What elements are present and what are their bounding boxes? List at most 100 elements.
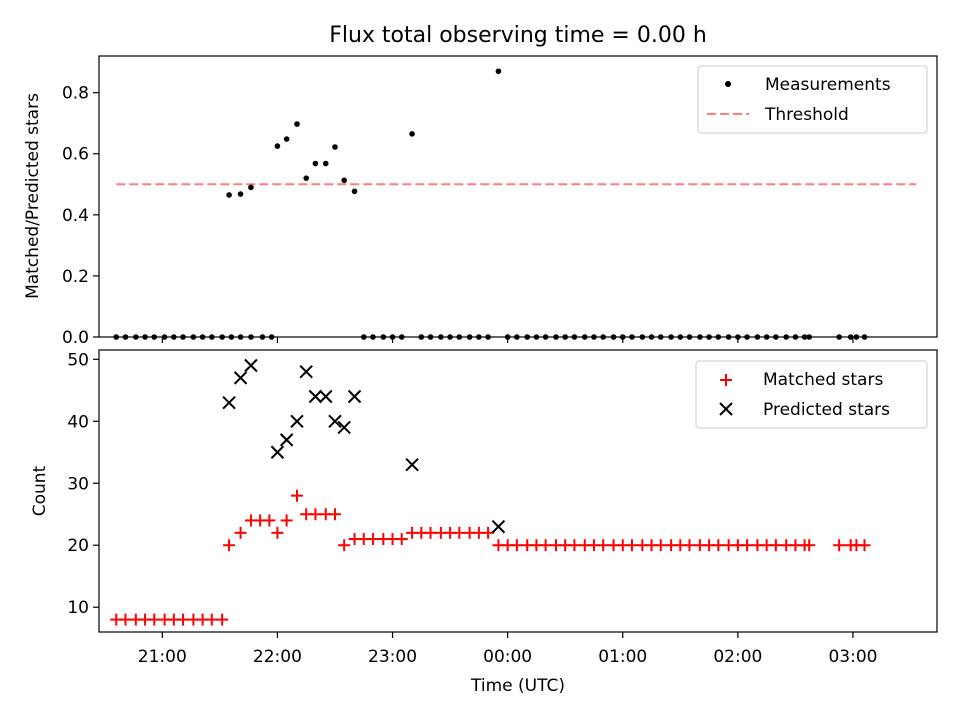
top-panel: 0.00.20.40.60.8 Matched/Predicted stars … xyxy=(23,55,938,348)
measurement-point xyxy=(322,160,329,167)
bottom-y-tick-label: 20 xyxy=(67,536,89,556)
matched-star-point xyxy=(338,539,351,552)
matched-star-point xyxy=(205,613,218,626)
matched-star-point xyxy=(119,613,132,626)
bottom-x-tick-label: 03:00 xyxy=(828,647,877,667)
predicted-star-point xyxy=(347,389,362,404)
measurement-point xyxy=(294,121,300,127)
measurement-point xyxy=(312,160,319,167)
matched-star-point xyxy=(597,539,610,552)
legend-predicted-label: Predicted stars xyxy=(763,400,890,420)
bottom-y-tick-label: 40 xyxy=(67,412,89,432)
predicted-star-point xyxy=(279,433,294,447)
top-marks xyxy=(113,68,917,340)
bottom-axes-frame xyxy=(98,349,938,633)
top-axes-frame xyxy=(98,55,938,338)
legend-matched-marker xyxy=(720,374,732,386)
matched-star-point xyxy=(741,539,754,552)
top-y-tick-label: 0.6 xyxy=(62,145,89,165)
bottom-marks xyxy=(110,358,871,626)
matched-star-point xyxy=(654,539,667,552)
matched-star-point xyxy=(177,613,190,626)
bottom-y-tick-label: 50 xyxy=(67,350,89,370)
top-x-ticks xyxy=(161,337,854,343)
matched-star-point xyxy=(858,539,871,552)
bottom-panel: 10 20 30 40 50 21:00 22:00 23:00 00:00 01:00 02:0… xyxy=(30,349,938,696)
predicted-star-point xyxy=(491,519,506,534)
matched-star-point xyxy=(482,526,495,539)
measurement-point xyxy=(237,191,244,197)
legend-threshold-label: Threshold xyxy=(764,105,849,125)
matched-star-point xyxy=(833,539,846,552)
matched-star-point xyxy=(290,489,303,502)
legend-measurements-marker xyxy=(725,81,731,87)
bottom-y-axis-label: Count xyxy=(30,465,50,516)
top-y-tick-label: 0.4 xyxy=(62,206,89,226)
predicted-star-point xyxy=(319,389,333,404)
predicted-star-point xyxy=(299,364,313,379)
measurement-point xyxy=(351,188,358,195)
top-y-tick-label: 0.0 xyxy=(62,328,89,348)
measurement-point xyxy=(303,175,309,181)
matched-star-point xyxy=(328,508,341,521)
measurement-point xyxy=(274,143,281,149)
matched-star-point xyxy=(216,613,229,626)
predicted-star-point xyxy=(337,420,351,435)
matched-star-point xyxy=(271,526,284,539)
measurement-point xyxy=(332,144,338,150)
measurement-point xyxy=(283,136,290,142)
predicted-star-point xyxy=(244,358,258,373)
predicted-star-point xyxy=(290,414,304,428)
matched-star-point xyxy=(510,539,523,552)
measurement-point xyxy=(341,177,347,184)
matched-star-point xyxy=(712,539,725,552)
predicted-star-point xyxy=(308,389,323,404)
matched-star-point xyxy=(683,539,696,552)
matched-star-point xyxy=(366,533,379,546)
figure-title: Flux total observing time = 0.00 h xyxy=(329,23,707,48)
predicted-star-point xyxy=(405,457,419,472)
matched-star-point xyxy=(223,539,236,552)
bottom-legend: Matched stars Predicted stars xyxy=(695,360,928,429)
top-y-tick-label: 0.2 xyxy=(62,267,89,287)
predicted-star-point xyxy=(222,395,236,410)
measurement-point xyxy=(226,192,232,198)
predicted-star-point xyxy=(233,371,248,385)
measurement-point xyxy=(409,131,415,137)
matched-star-point xyxy=(424,526,437,539)
measurement-point xyxy=(495,68,502,75)
matched-star-point xyxy=(769,539,782,552)
bottom-x-tick-label: 01:00 xyxy=(598,647,647,667)
bottom-y-ticks: 10 20 30 40 50 xyxy=(67,350,99,618)
top-y-ticks: 0.0 0.2 0.4 0.6 0.8 xyxy=(62,84,99,348)
matched-star-point xyxy=(453,526,466,539)
matched-star-point xyxy=(309,508,322,521)
predicted-star-point xyxy=(270,445,285,459)
matched-star-point xyxy=(148,613,161,626)
matched-star-point xyxy=(234,526,247,539)
matched-star-point xyxy=(280,514,293,527)
bottom-y-tick-label: 30 xyxy=(67,474,89,494)
top-y-axis-label: Matched/Predicted stars xyxy=(23,93,43,299)
bottom-x-tick-label: 02:00 xyxy=(713,647,762,667)
measurement-point xyxy=(248,184,254,191)
bottom-x-ticks: 21:00 22:00 23:00 00:00 01:00 02:00 03:00 xyxy=(138,632,877,667)
matched-star-point xyxy=(395,533,408,546)
bottom-x-tick-label: 23:00 xyxy=(368,647,417,667)
matched-star-point xyxy=(263,514,276,527)
bottom-x-axis-label: Time (UTC) xyxy=(470,676,565,696)
bottom-legend-box xyxy=(695,360,928,429)
bottom-x-tick-label: 00:00 xyxy=(483,647,532,667)
legend-predicted-marker xyxy=(719,402,733,416)
matched-star-point xyxy=(803,539,816,552)
legend-measurements-label: Measurements xyxy=(765,75,891,95)
matched-star-point xyxy=(568,539,581,552)
top-legend: Measurements Threshold xyxy=(697,65,928,134)
bottom-x-tick-label: 22:00 xyxy=(253,647,302,667)
bottom-x-tick-label: 21:00 xyxy=(138,647,187,667)
bottom-y-tick-label: 10 xyxy=(67,598,89,618)
legend-matched-label: Matched stars xyxy=(763,370,883,390)
top-legend-box xyxy=(697,65,928,134)
top-y-tick-label: 0.8 xyxy=(62,84,89,104)
